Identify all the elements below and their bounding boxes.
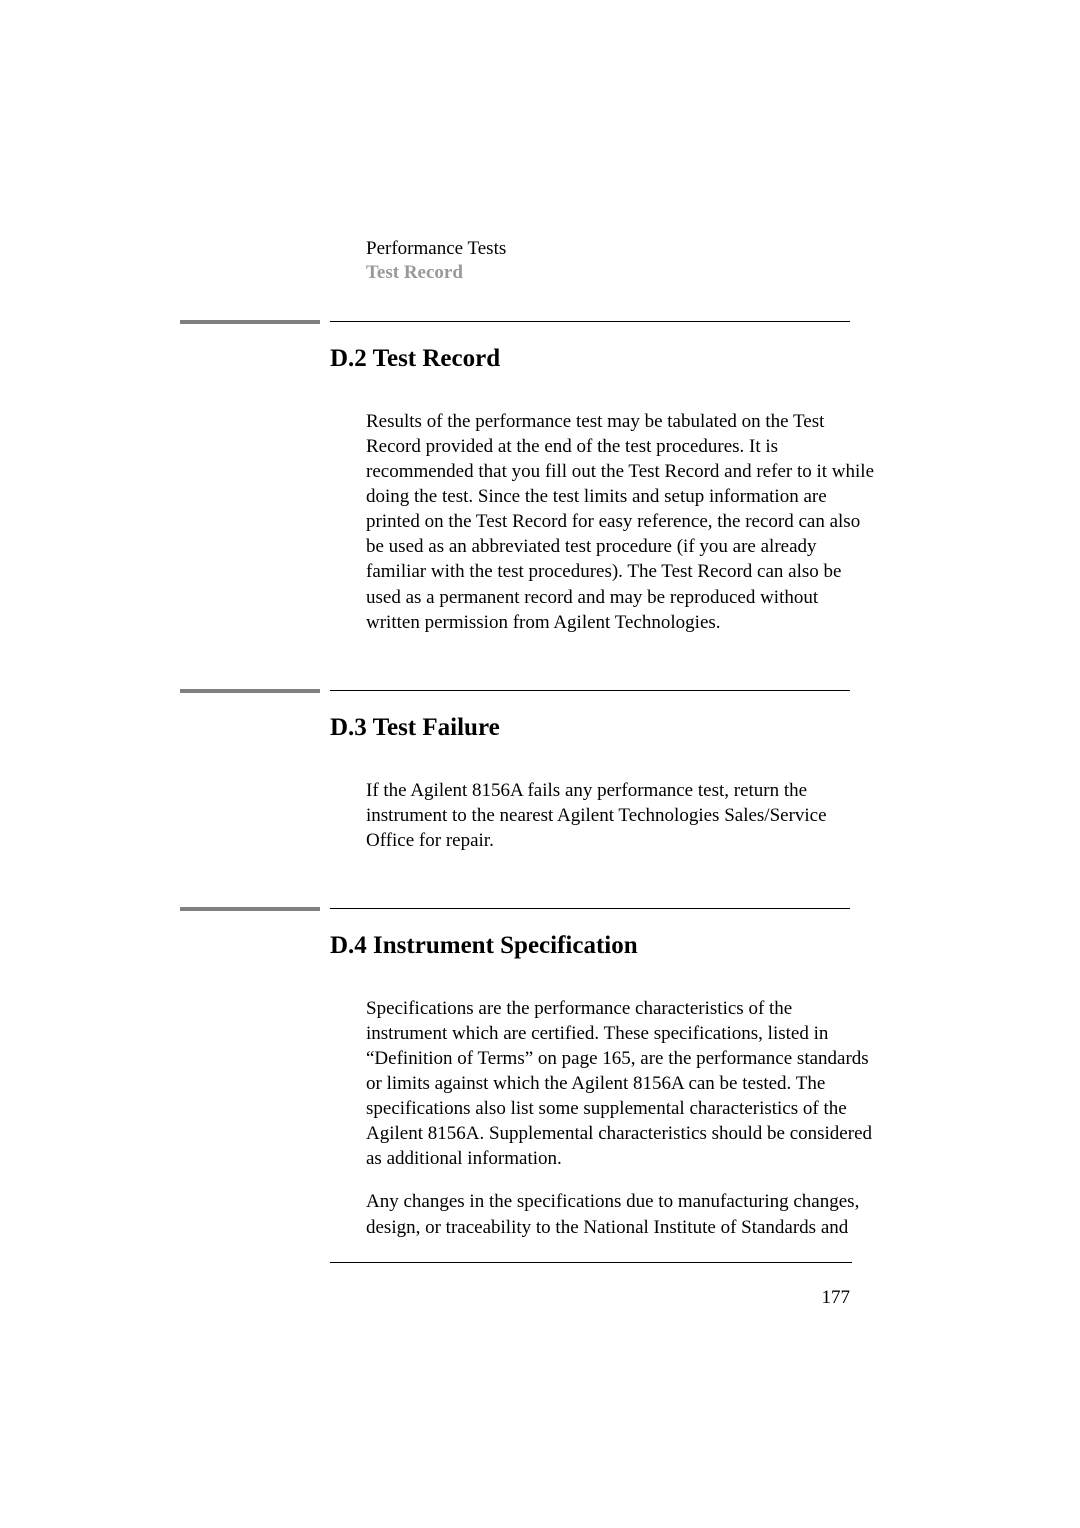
page: Performance Tests Test Record D.2 Test R… (0, 0, 1080, 1309)
divider-thick (180, 320, 320, 324)
section-divider (180, 689, 850, 690)
section-divider (180, 907, 850, 908)
body-paragraph: Specifications are the performance chara… (366, 996, 876, 1172)
section-heading-d4: D.4 Instrument Specification (330, 932, 850, 960)
section-divider (180, 320, 850, 321)
running-header-chapter: Performance Tests (366, 238, 850, 260)
divider-thick (180, 689, 320, 693)
section-d2: D.2 Test Record Results of the performan… (180, 320, 850, 635)
divider-thin (330, 908, 850, 909)
body-paragraph: Results of the performance test may be t… (366, 409, 876, 635)
body-paragraph: Any changes in the specifications due to… (366, 1189, 876, 1239)
section-heading-d3: D.3 Test Failure (330, 714, 850, 742)
divider-thin (330, 321, 850, 322)
running-header: Performance Tests Test Record (366, 238, 850, 284)
divider-thick (180, 907, 320, 911)
body-paragraph: If the Agilent 8156A fails any performan… (366, 778, 876, 853)
footer-rule (330, 1262, 852, 1263)
divider-thin (330, 690, 850, 691)
section-heading-d2: D.2 Test Record (330, 345, 850, 373)
running-header-section: Test Record (366, 262, 850, 284)
section-d3: D.3 Test Failure If the Agilent 8156A fa… (180, 689, 850, 853)
section-d4: D.4 Instrument Specification Specificati… (180, 907, 850, 1240)
page-number: 177 (330, 1287, 850, 1309)
